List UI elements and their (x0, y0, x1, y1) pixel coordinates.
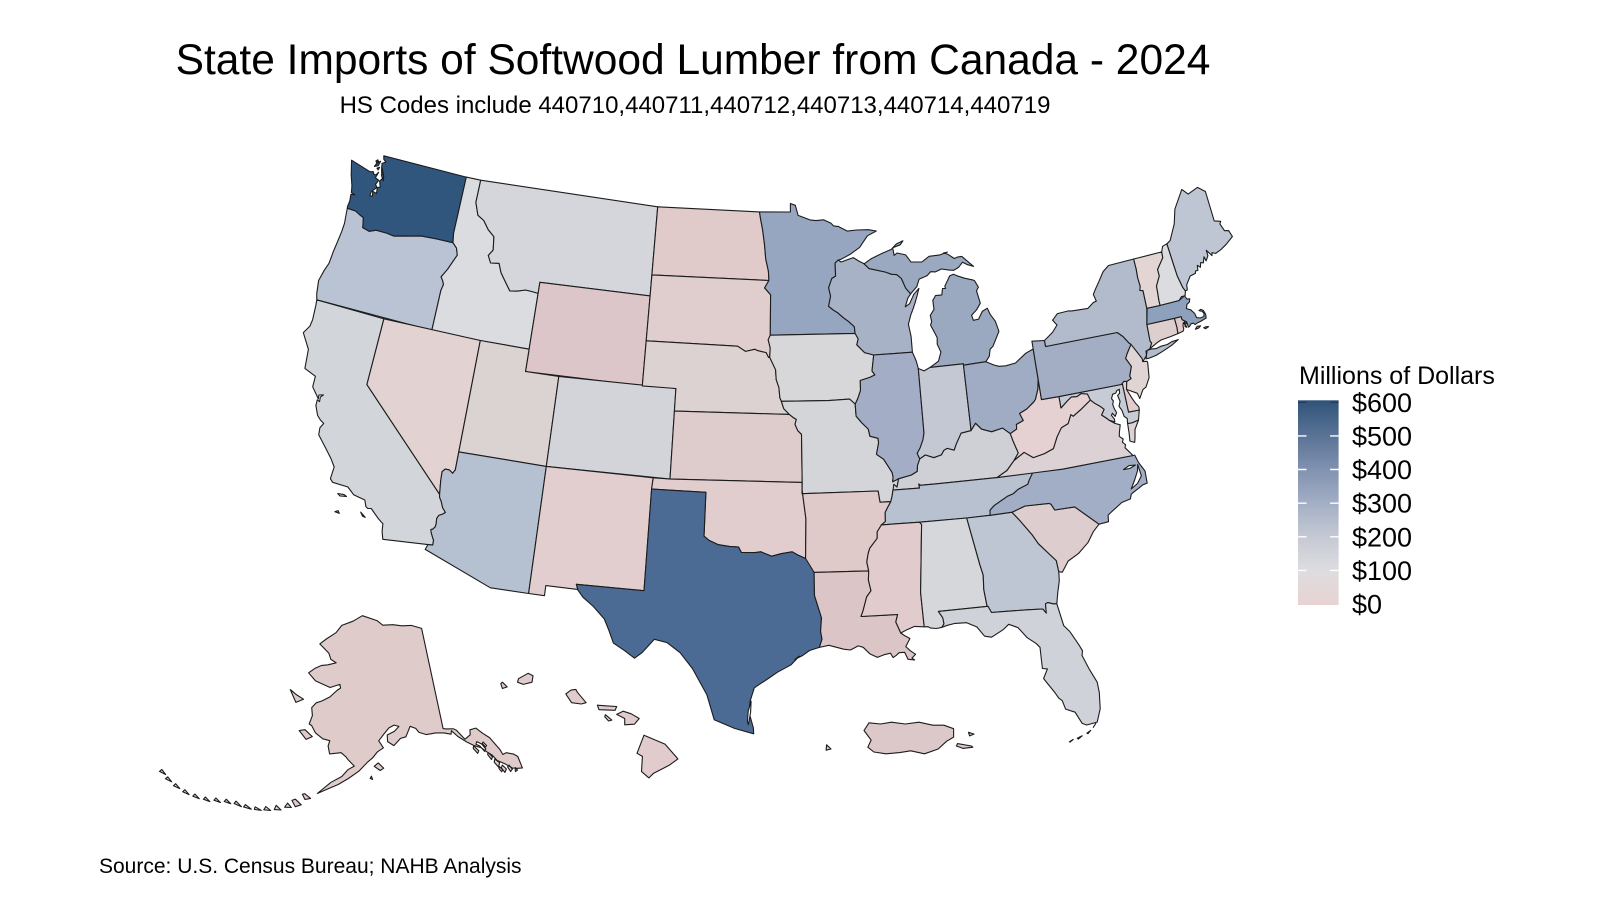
svg-text:Source: U.S. Census Bureau; NA: Source: U.S. Census Bureau; NAHB Analysi… (99, 855, 522, 878)
svg-text:HS Codes include 440710,440711: HS Codes include 440710,440711,440712,44… (340, 92, 1051, 119)
svg-text:$100: $100 (1352, 556, 1412, 586)
svg-text:State Imports of Softwood Lumb: State Imports of Softwood Lumber from Ca… (176, 37, 1211, 84)
svg-text:$0: $0 (1352, 590, 1382, 620)
svg-text:$400: $400 (1352, 455, 1412, 485)
svg-text:$500: $500 (1352, 421, 1412, 451)
svg-text:$300: $300 (1352, 489, 1412, 519)
svg-text:Millions of Dollars: Millions of Dollars (1299, 362, 1495, 390)
svg-text:$600: $600 (1352, 388, 1412, 418)
svg-text:$200: $200 (1352, 522, 1412, 552)
